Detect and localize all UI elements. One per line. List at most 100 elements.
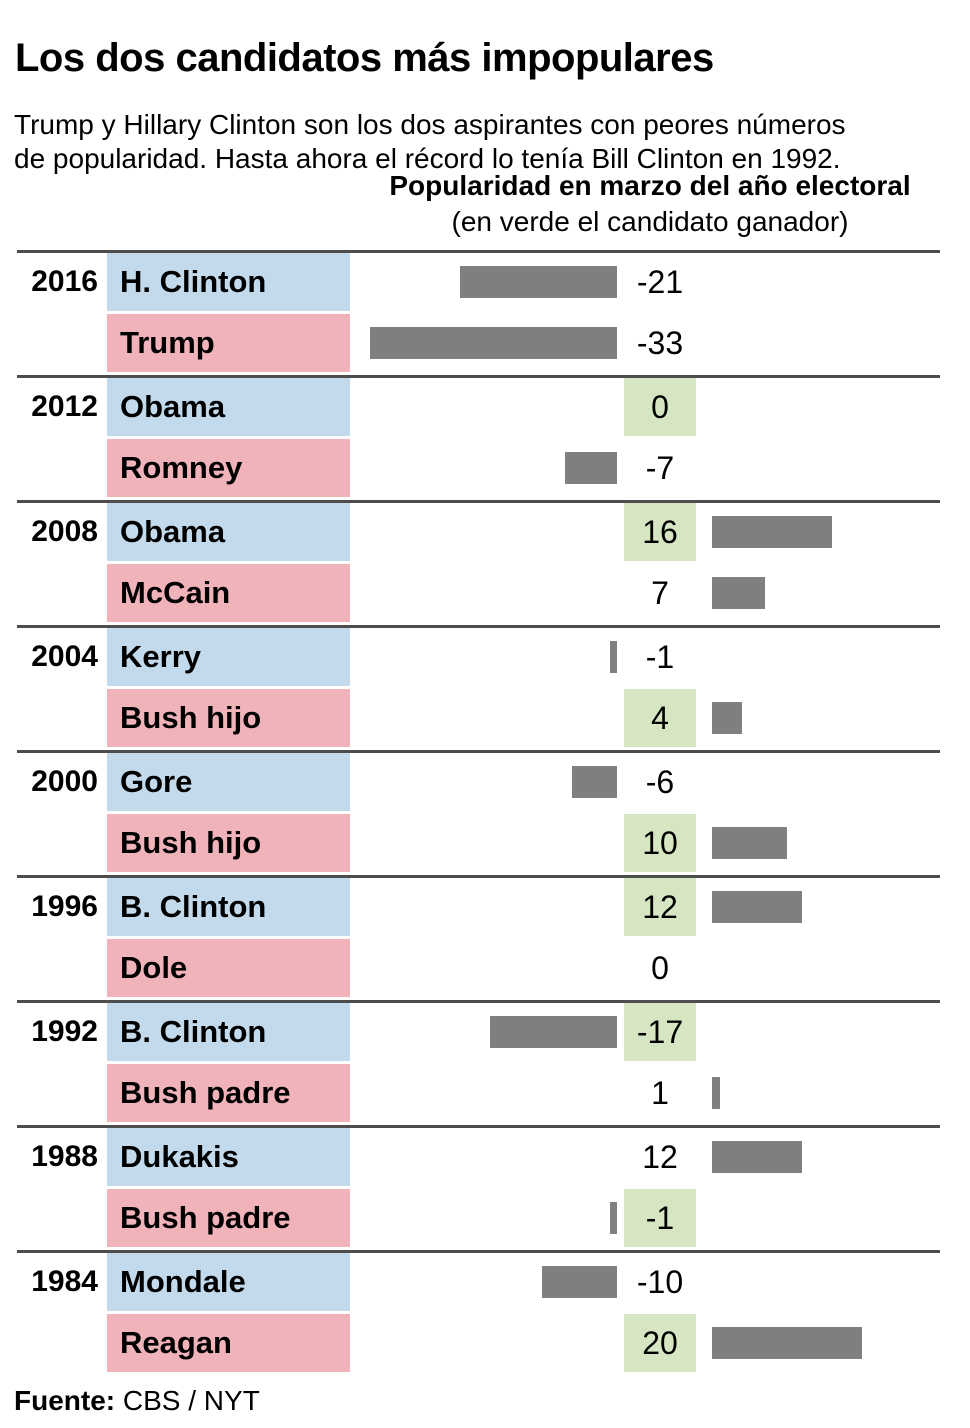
candidate-row: Reagan 20 xyxy=(0,1314,970,1372)
candidate-row: Bush hijo 10 xyxy=(0,814,970,872)
year-label: 1988 xyxy=(31,1140,98,1173)
value-label-winner: -1 xyxy=(624,1189,696,1247)
candidate-row: Dukakis 12 xyxy=(0,1128,970,1186)
year-group: 2008 Obama 16 McCain 7 xyxy=(0,500,970,625)
candidate-row: Dole 0 xyxy=(0,939,970,997)
popularity-bar xyxy=(712,827,787,859)
candidate-name-cell: Obama xyxy=(107,378,350,436)
popularity-bar xyxy=(712,1141,802,1173)
popularity-bar xyxy=(712,702,742,734)
candidate-row: Romney -7 xyxy=(0,439,970,497)
candidate-row: Obama 16 xyxy=(0,503,970,561)
popularity-bar xyxy=(564,452,617,484)
value-label: -7 xyxy=(645,450,675,486)
popularity-bar xyxy=(369,327,617,359)
value-label-winner: 16 xyxy=(624,503,696,561)
candidate-name-cell: Dukakis xyxy=(107,1128,350,1186)
candidate-name-cell: Reagan xyxy=(107,1314,350,1372)
year-label: 2004 xyxy=(31,640,98,673)
group-separator-line xyxy=(17,1000,940,1003)
candidate-row: H. Clinton -21 xyxy=(0,253,970,311)
value-label: -1 xyxy=(645,639,675,675)
popularity-bar xyxy=(489,1016,617,1048)
year-group: 1988 Dukakis 12 Bush padre -1 xyxy=(0,1125,970,1250)
page-subtitle: Trump y Hillary Clinton son los dos aspi… xyxy=(14,108,846,176)
popularity-bar xyxy=(572,766,617,798)
source-label: Fuente: xyxy=(14,1385,116,1416)
popularity-bar xyxy=(712,516,832,548)
candidate-name-cell: Bush hijo xyxy=(107,689,350,747)
value-label: -33 xyxy=(636,325,684,361)
year-group: 2004 Kerry -1 Bush hijo 4 xyxy=(0,625,970,750)
value-label: 1 xyxy=(651,1075,669,1111)
year-label: 2012 xyxy=(31,390,98,423)
popularity-bar xyxy=(712,1327,862,1359)
candidate-row: Obama 0 xyxy=(0,378,970,436)
popularity-bar-chart: 2016 H. Clinton -21 Trump -33 2012 Obama 0 Romne… xyxy=(0,250,970,1375)
year-group: 2016 H. Clinton -21 Trump -33 xyxy=(0,250,970,375)
chart-title: Popularidad en marzo del año electoral xyxy=(389,170,911,201)
year-group: 2012 Obama 0 Romney -7 xyxy=(0,375,970,500)
candidate-name-cell: H. Clinton xyxy=(107,253,350,311)
popularity-bar xyxy=(609,641,617,673)
subtitle-line-1: Trump y Hillary Clinton son los dos aspi… xyxy=(14,109,846,140)
popularity-bar xyxy=(712,577,765,609)
subtitle-line-2: de popularidad. Hasta ahora el récord lo… xyxy=(14,143,841,174)
year-label: 2000 xyxy=(31,765,98,798)
value-label: -21 xyxy=(636,264,684,300)
candidate-name-cell: Bush padre xyxy=(107,1064,350,1122)
popularity-bar xyxy=(712,891,802,923)
year-label: 1996 xyxy=(31,890,98,923)
group-separator-line xyxy=(17,500,940,503)
year-label: 1992 xyxy=(31,1015,98,1048)
candidate-row: Mondale -10 xyxy=(0,1253,970,1311)
candidate-name-cell: McCain xyxy=(107,564,350,622)
year-label: 1984 xyxy=(31,1265,98,1298)
group-separator-line xyxy=(17,375,940,378)
candidate-name-cell: Kerry xyxy=(107,628,350,686)
chart-note: (en verde el candidato ganador) xyxy=(451,206,849,237)
candidate-name-cell: Romney xyxy=(107,439,350,497)
group-separator-line xyxy=(17,625,940,628)
value-label-winner: 12 xyxy=(624,878,696,936)
value-label-winner: -17 xyxy=(624,1003,696,1061)
popularity-bar xyxy=(459,266,617,298)
value-label: 12 xyxy=(642,1139,678,1175)
year-group: 1996 B. Clinton 12 Dole 0 xyxy=(0,875,970,1000)
candidate-row: Bush padre 1 xyxy=(0,1064,970,1122)
candidate-row: McCain 7 xyxy=(0,564,970,622)
popularity-bar xyxy=(712,1077,720,1109)
value-label: -10 xyxy=(636,1264,684,1300)
candidate-name-cell: Bush hijo xyxy=(107,814,350,872)
value-label-winner: 10 xyxy=(624,814,696,872)
group-separator-line xyxy=(17,1125,940,1128)
candidate-name-cell: Trump xyxy=(107,314,350,372)
year-label: 2016 xyxy=(31,265,98,298)
candidate-row: Bush hijo 4 xyxy=(0,689,970,747)
candidate-row: B. Clinton 12 xyxy=(0,878,970,936)
year-label: 2008 xyxy=(31,515,98,548)
year-group: 1992 B. Clinton -17 Bush padre 1 xyxy=(0,1000,970,1125)
candidate-name-cell: B. Clinton xyxy=(107,1003,350,1061)
popularity-bar xyxy=(609,1202,617,1234)
candidate-name-cell: Obama xyxy=(107,503,350,561)
candidate-row: B. Clinton -17 xyxy=(0,1003,970,1061)
group-separator-line xyxy=(17,875,940,878)
candidate-row: Bush padre -1 xyxy=(0,1189,970,1247)
candidate-name-cell: Bush padre xyxy=(107,1189,350,1247)
popularity-bar xyxy=(542,1266,617,1298)
page-title: Los dos candidatos más impopulares xyxy=(15,35,714,80)
value-label: -6 xyxy=(645,764,675,800)
value-label-winner: 20 xyxy=(624,1314,696,1372)
candidate-name-cell: Dole xyxy=(107,939,350,997)
source-value: CBS / NYT xyxy=(122,1385,260,1416)
candidate-row: Gore -6 xyxy=(0,753,970,811)
value-label: 0 xyxy=(651,950,669,986)
candidate-row: Kerry -1 xyxy=(0,628,970,686)
year-group: 1984 Mondale -10 Reagan 20 xyxy=(0,1250,970,1375)
value-label-winner: 4 xyxy=(624,689,696,747)
candidate-name-cell: Mondale xyxy=(107,1253,350,1311)
group-separator-line xyxy=(17,750,940,753)
value-label: 7 xyxy=(651,575,669,611)
